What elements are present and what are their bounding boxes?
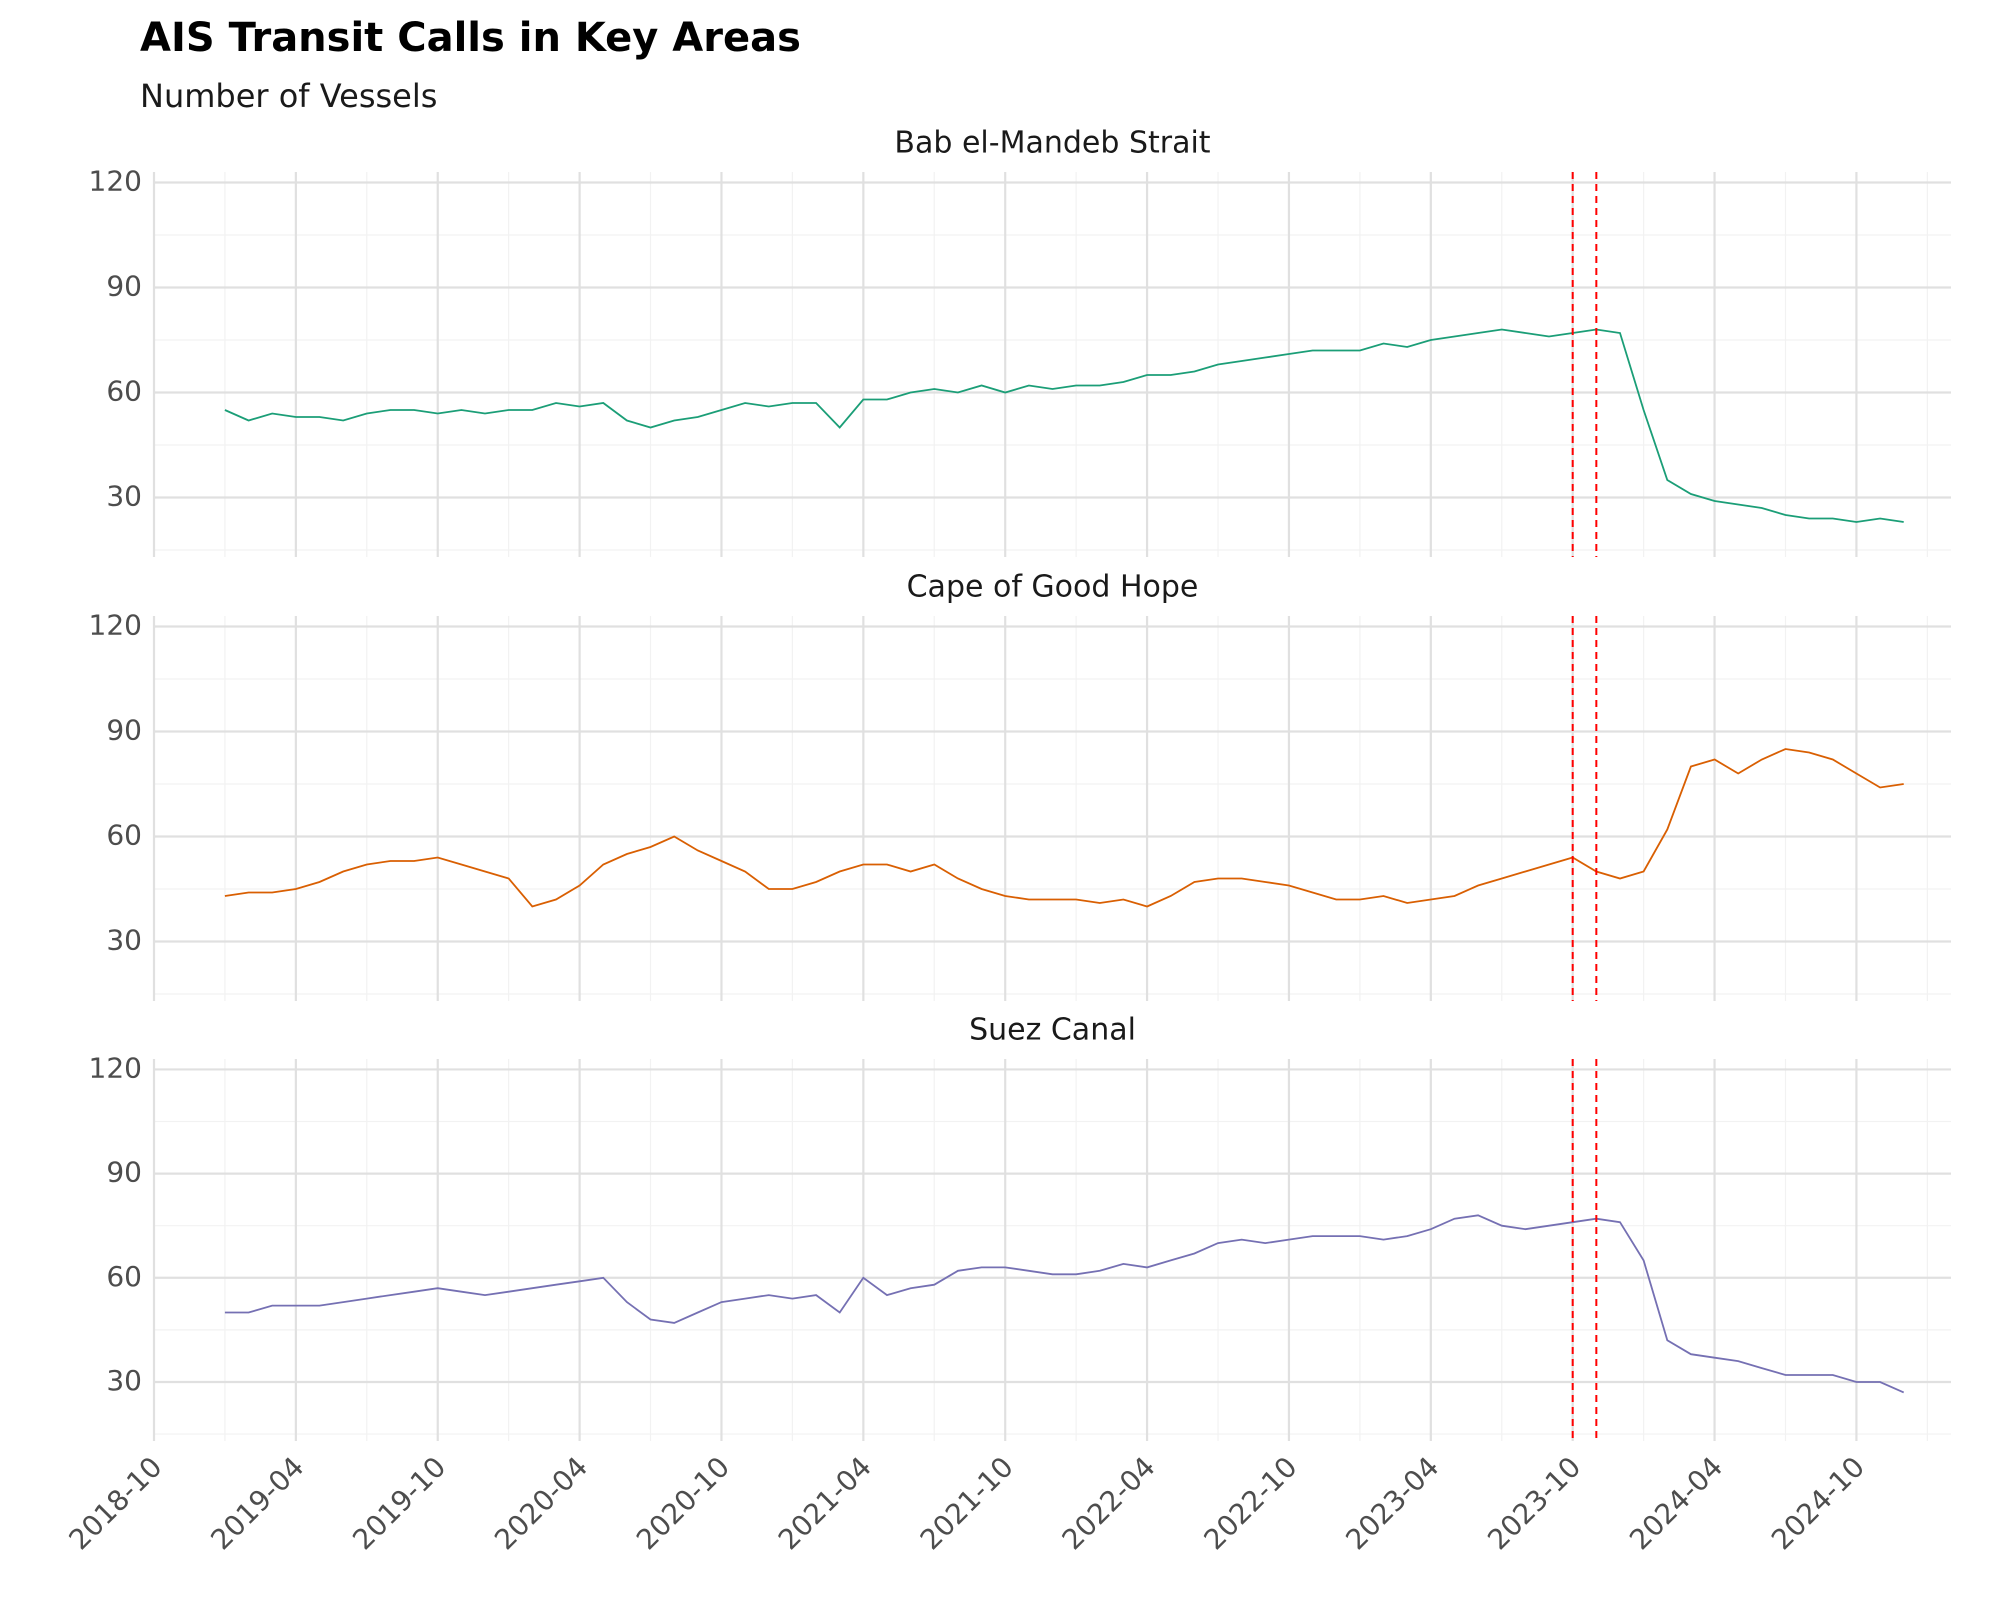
y-tick-label: 30 — [106, 1364, 142, 1397]
y-tick-label: 90 — [106, 714, 142, 747]
y-tick-label: 60 — [106, 375, 142, 408]
x-tick-label: 2023-10 — [1481, 1450, 1587, 1556]
y-tick-label: 120 — [89, 1051, 142, 1084]
y-tick-label: 30 — [106, 924, 142, 957]
panel-title: Cape of Good Hope — [907, 570, 1199, 605]
x-tick-label: 2020-04 — [488, 1450, 594, 1556]
chart-subtitle: Number of Vessels — [140, 77, 437, 115]
panel-title: Suez Canal — [969, 1013, 1136, 1048]
panel-title: Bab el-Mandeb Strait — [894, 126, 1210, 161]
y-tick-label: 120 — [89, 609, 142, 642]
x-tick-label: 2021-10 — [914, 1450, 1020, 1556]
chart-title: AIS Transit Calls in Key Areas — [140, 15, 801, 61]
x-tick-label: 2019-04 — [204, 1450, 310, 1556]
y-tick-label: 90 — [106, 270, 142, 303]
y-tick-label: 90 — [106, 1156, 142, 1189]
y-tick-label: 60 — [106, 1260, 142, 1293]
x-tick-label: 2023-04 — [1339, 1450, 1445, 1556]
x-tick-label: 2019-10 — [346, 1450, 452, 1556]
x-tick-label: 2021-04 — [772, 1450, 878, 1556]
x-tick-label: 2022-10 — [1197, 1450, 1303, 1556]
series-line — [224, 328, 1904, 523]
series-line — [224, 1214, 1905, 1394]
y-tick-label: 60 — [106, 819, 142, 852]
x-tick-label: 2020-10 — [630, 1450, 736, 1556]
y-tick-label: 30 — [106, 480, 142, 513]
x-tick-label: 2024-10 — [1765, 1450, 1871, 1556]
x-tick-label: 2024-04 — [1623, 1450, 1729, 1556]
y-tick-label: 120 — [89, 165, 142, 198]
x-tick-label: 2022-04 — [1056, 1450, 1162, 1556]
series-line — [224, 748, 1904, 908]
x-tick-label: 2018-10 — [63, 1450, 169, 1556]
